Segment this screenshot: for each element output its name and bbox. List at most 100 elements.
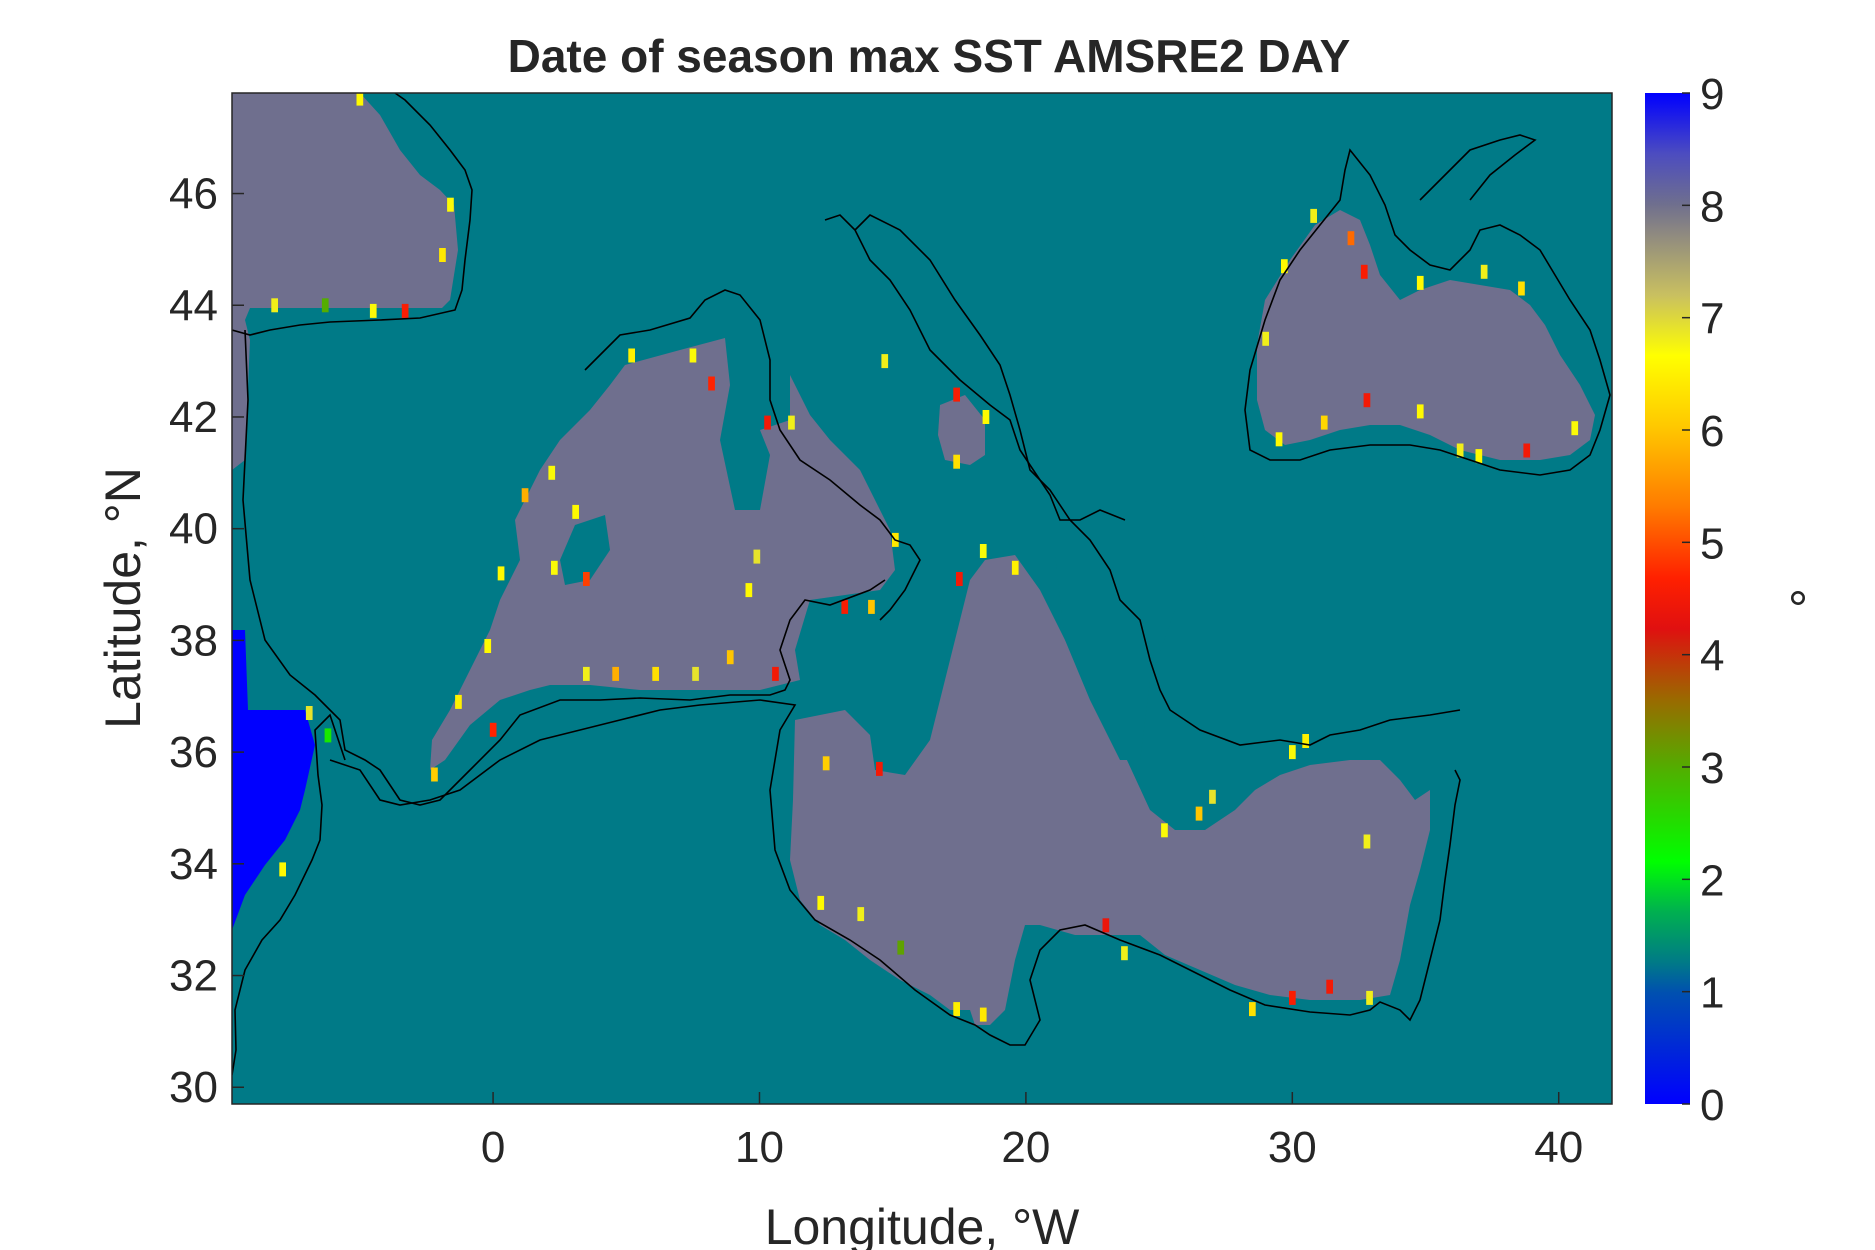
coastal-pixel-9: [764, 415, 771, 430]
coastal-pixel-7: [868, 599, 875, 614]
coastal-pixel-36: [857, 907, 865, 922]
x-tick-label: 0: [481, 1123, 505, 1172]
colorbar-tick-label: 9: [1700, 70, 1724, 119]
region-bay-of-biscay: [232, 93, 458, 470]
coastal-pixel-66: [1456, 443, 1464, 458]
coastal-pixel-20: [572, 504, 579, 519]
colorbar: 0 1 2 3 4 5 6 7 8 9 °: [1645, 70, 1815, 1130]
coastal-pixel-18: [431, 767, 438, 782]
coastal-pixel-17: [455, 694, 462, 709]
season-max-regions: [232, 93, 1595, 1025]
coastline-italy-east: [824, 214, 1126, 521]
coastal-pixel-50: [1289, 745, 1296, 760]
coastal-pixel-59: [447, 197, 454, 212]
y-axis-label: Latitude, °N: [95, 467, 151, 729]
x-tick-label: 30: [1268, 1123, 1317, 1172]
coastal-pixel-40: [1102, 918, 1110, 933]
coastal-pixel-55: [271, 298, 278, 313]
region-eastern-mediterranean: [790, 555, 1430, 1025]
coastal-pixel-14: [521, 488, 529, 503]
coastal-pixel-15: [497, 566, 505, 581]
coastline-north-africa: [329, 699, 1461, 1046]
coastal-pixel-10: [708, 376, 715, 391]
coastal-pixel-72: [1310, 208, 1317, 223]
coastal-pixel-2: [652, 666, 659, 681]
coastal-pixel-42: [1161, 823, 1168, 838]
coastal-pixel-19: [489, 722, 497, 737]
coastal-pixel-68: [1523, 443, 1531, 458]
coastal-pixel-24: [745, 583, 753, 598]
y-tick-label: 46: [169, 170, 218, 219]
coastal-pixel-56: [321, 298, 329, 313]
region-balearic-hole: [560, 515, 610, 585]
coastal-pixel-51: [1302, 734, 1309, 748]
coastal-pixel-75: [1416, 275, 1424, 290]
coastal-pixel-46: [1289, 990, 1296, 1005]
coastal-pixel-52: [324, 728, 332, 743]
coastal-pixel-31: [956, 572, 963, 586]
coastal-pixel-16: [484, 639, 492, 653]
coastal-pixel-63: [1320, 415, 1328, 430]
coastal-pixel-27: [953, 387, 960, 402]
coastal-pixel-41: [1121, 946, 1128, 961]
coastal-pixel-69: [1571, 421, 1579, 436]
y-tick-label: 38: [169, 616, 218, 665]
x-tick-label: 10: [735, 1123, 784, 1172]
coastline-morocco-atlantic: [232, 713, 346, 1076]
colorbar-tick-label: 1: [1700, 969, 1724, 1018]
coastal-pixel-0: [583, 666, 590, 681]
colorbar-tick-label: 6: [1700, 407, 1724, 456]
coastal-pixel-22: [551, 560, 558, 575]
colorbar-tick-label: 4: [1700, 632, 1724, 681]
coastal-pixel-65: [1416, 404, 1424, 419]
coastal-pixel-3: [692, 666, 699, 681]
coastal-pixel-8: [788, 415, 795, 430]
colorbar-bar: [1645, 93, 1690, 1104]
coastal-pixel-58: [401, 303, 409, 318]
coastal-pixel-48: [1366, 990, 1373, 1005]
coastal-pixel-32: [1011, 560, 1019, 575]
coastal-pixel-12: [628, 348, 635, 363]
region-black-sea: [1257, 210, 1595, 460]
y-tick-label: 30: [169, 1063, 218, 1112]
map-plot-area: [232, 93, 1612, 1104]
coastal-pixel-61: [356, 93, 364, 106]
coastal-pixel-54: [279, 862, 286, 877]
colorbar-tick-label: 2: [1700, 856, 1724, 905]
coastal-pixel-45: [1249, 1002, 1256, 1017]
coastal-pixel-29: [953, 454, 960, 469]
region-western-mediterranean: [430, 338, 895, 770]
coastal-pixels: [271, 93, 1579, 1022]
coastal-pixel-35: [817, 895, 825, 910]
colorbar-label: °: [1759, 588, 1815, 608]
region-central-adriatic: [938, 395, 985, 465]
coastal-pixel-39: [979, 1007, 987, 1022]
coastal-pixel-38: [953, 1002, 960, 1017]
coastal-pixel-60: [439, 248, 446, 262]
colorbar-tick-label: 0: [1700, 1081, 1724, 1130]
coastal-pixel-77: [1518, 281, 1525, 296]
coastal-pixel-62: [1275, 432, 1283, 447]
coastline-azov: [1419, 134, 1537, 201]
coastal-pixel-64: [1363, 393, 1371, 408]
coastal-pixel-1: [612, 666, 619, 681]
coastal-pixel-13: [548, 465, 556, 480]
coastal-pixel-30: [979, 544, 987, 558]
coastline-balkans: [854, 214, 1461, 746]
coastal-pixel-74: [1360, 264, 1368, 279]
coastal-pixel-11: [689, 348, 697, 363]
y-axis: 30 32 34 36 38 40 42 44 46: [169, 170, 244, 1112]
coastal-pixel-4: [726, 650, 734, 665]
y-tick-label: 42: [169, 393, 218, 442]
coastline-black-sea: [1244, 148, 1611, 476]
coastal-pixel-76: [1480, 264, 1488, 279]
coastal-pixel-47: [1326, 979, 1333, 994]
coastal-pixel-73: [1347, 231, 1355, 246]
coastal-pixel-49: [1363, 834, 1371, 849]
region-atlantic-morocco: [232, 630, 315, 930]
coastal-pixel-34: [822, 756, 830, 771]
x-tick-label: 20: [1001, 1123, 1050, 1172]
colorbar-tick-label: 7: [1700, 295, 1724, 344]
y-tick-label: 44: [169, 281, 218, 330]
coastal-pixel-53: [305, 706, 313, 720]
